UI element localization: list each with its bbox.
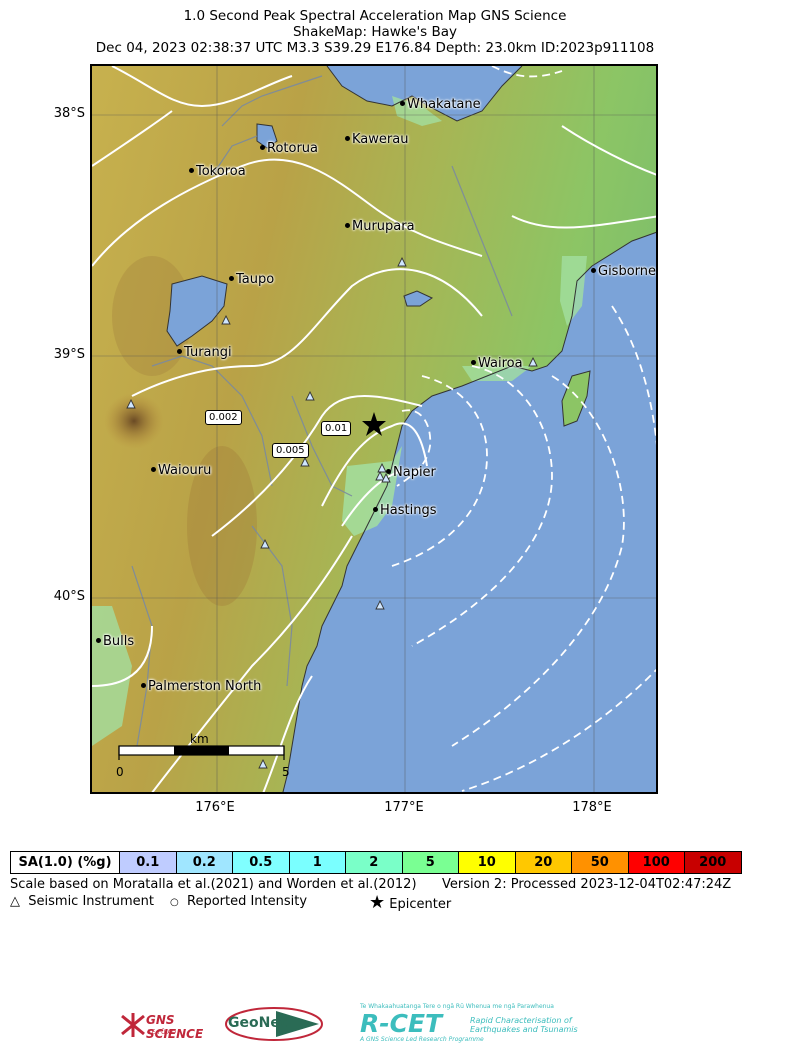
place-murupara: Murupara xyxy=(345,219,415,234)
legend-bin-4: 2 xyxy=(345,852,402,873)
intensity-legend: SA(1.0) (%g) 0.1 0.2 0.5 1 2 5 10 20 50 100 200 xyxy=(10,851,742,874)
terrain-map xyxy=(92,66,656,792)
place-gisborne: Gisborne xyxy=(591,264,656,279)
place-hastings: Hastings xyxy=(373,503,437,518)
scale-unit: km xyxy=(190,732,209,746)
lake-taupo xyxy=(166,275,228,347)
legend-bin-3: 1 xyxy=(288,852,345,873)
legend-bin-0: 0.1 xyxy=(119,852,176,873)
legend-header: SA(1.0) (%g) xyxy=(11,852,119,873)
place-waiouru: Waiouru xyxy=(151,463,211,478)
rcet-logo: Te Whakaahuatanga Tere o ngā Rū Whenua m… xyxy=(360,1003,578,1043)
triangle-icon: △ xyxy=(10,894,20,909)
map-title: 1.0 Second Peak Spectral Acceleration Ma… xyxy=(0,8,750,56)
legend-bin-5: 5 xyxy=(401,852,458,873)
legend-bin-6: 10 xyxy=(458,852,515,873)
place-rotorua: Rotorua xyxy=(260,141,318,156)
place-wairoa: Wairoa xyxy=(471,356,523,371)
lon-label-177: 177°E xyxy=(384,800,424,815)
title-line-2: ShakeMap: Hawke's Bay xyxy=(292,24,458,40)
lat-label-39: 39°S xyxy=(53,347,85,362)
epicenter-star xyxy=(362,412,386,436)
place-bulls: Bulls xyxy=(96,634,134,649)
place-turangi: Turangi xyxy=(177,345,232,360)
place-tokoroa: Tokoroa xyxy=(189,164,246,179)
contour-label-001: 0.01 xyxy=(321,421,352,436)
coastal-plain xyxy=(342,446,402,536)
contour-label-0002: 0.002 xyxy=(205,410,242,425)
lon-label-176: 176°E xyxy=(195,800,235,815)
legend-bin-1: 0.2 xyxy=(175,852,232,873)
title-line-1: 1.0 Second Peak Spectral Acceleration Ma… xyxy=(183,8,567,24)
sea-contours xyxy=(391,66,656,792)
circle-icon: ○ xyxy=(170,897,179,908)
gns-emblem-icon xyxy=(121,1013,145,1037)
place-palmerston-north: Palmerston North xyxy=(141,679,261,694)
contours xyxy=(92,66,656,792)
scale-end: 5 xyxy=(282,765,290,779)
lon-label-178: 178°E xyxy=(572,800,612,815)
star-icon: ★ xyxy=(369,892,386,913)
epicenter-legend: ★ Epicenter xyxy=(369,892,452,913)
instrument-legend: △ Seismic Instrument xyxy=(10,894,154,909)
gns-science-logo: GNS SCIENCE TE PŪ AO xyxy=(118,1010,203,1041)
legend-bin-9: 100 xyxy=(627,852,684,873)
legend-bin-2: 0.5 xyxy=(232,852,289,873)
rivers xyxy=(131,75,513,747)
place-whakatane: Whakatane xyxy=(400,97,481,112)
version-note: Version 2: Processed 2023-12-04T02:47:24… xyxy=(442,877,732,892)
graticule xyxy=(92,66,656,792)
title-line-3: Dec 04, 2023 02:38:37 UTC M3.3 S39.29 E1… xyxy=(95,40,655,56)
seismic-instruments xyxy=(126,256,538,769)
lat-label-40: 40°S xyxy=(53,589,85,604)
legend-bin-7: 20 xyxy=(514,852,571,873)
place-taupo: Taupo xyxy=(229,272,274,287)
legend-bin-8: 50 xyxy=(571,852,628,873)
scale-bar xyxy=(118,745,285,760)
intensity-legend-item: ○ Reported Intensity xyxy=(170,894,308,909)
geonet-logo: GeoNet xyxy=(224,1005,324,1043)
scale-note: Scale based on Moratalla et al.(2021) an… xyxy=(10,877,417,892)
lat-label-38: 38°S xyxy=(53,106,85,121)
shakemap-panel[interactable]: Whakatane Kawerau Rotorua Tokoroa Murupa… xyxy=(90,64,658,794)
legend-bin-10: 200 xyxy=(684,852,741,873)
lake-waikaremoana xyxy=(403,290,434,307)
place-napier: Napier xyxy=(386,465,436,480)
place-kawerau: Kawerau xyxy=(345,132,408,147)
scale-start: 0 xyxy=(116,765,124,779)
contour-label-0005: 0.005 xyxy=(272,443,309,458)
lake-rotorua xyxy=(256,123,278,149)
